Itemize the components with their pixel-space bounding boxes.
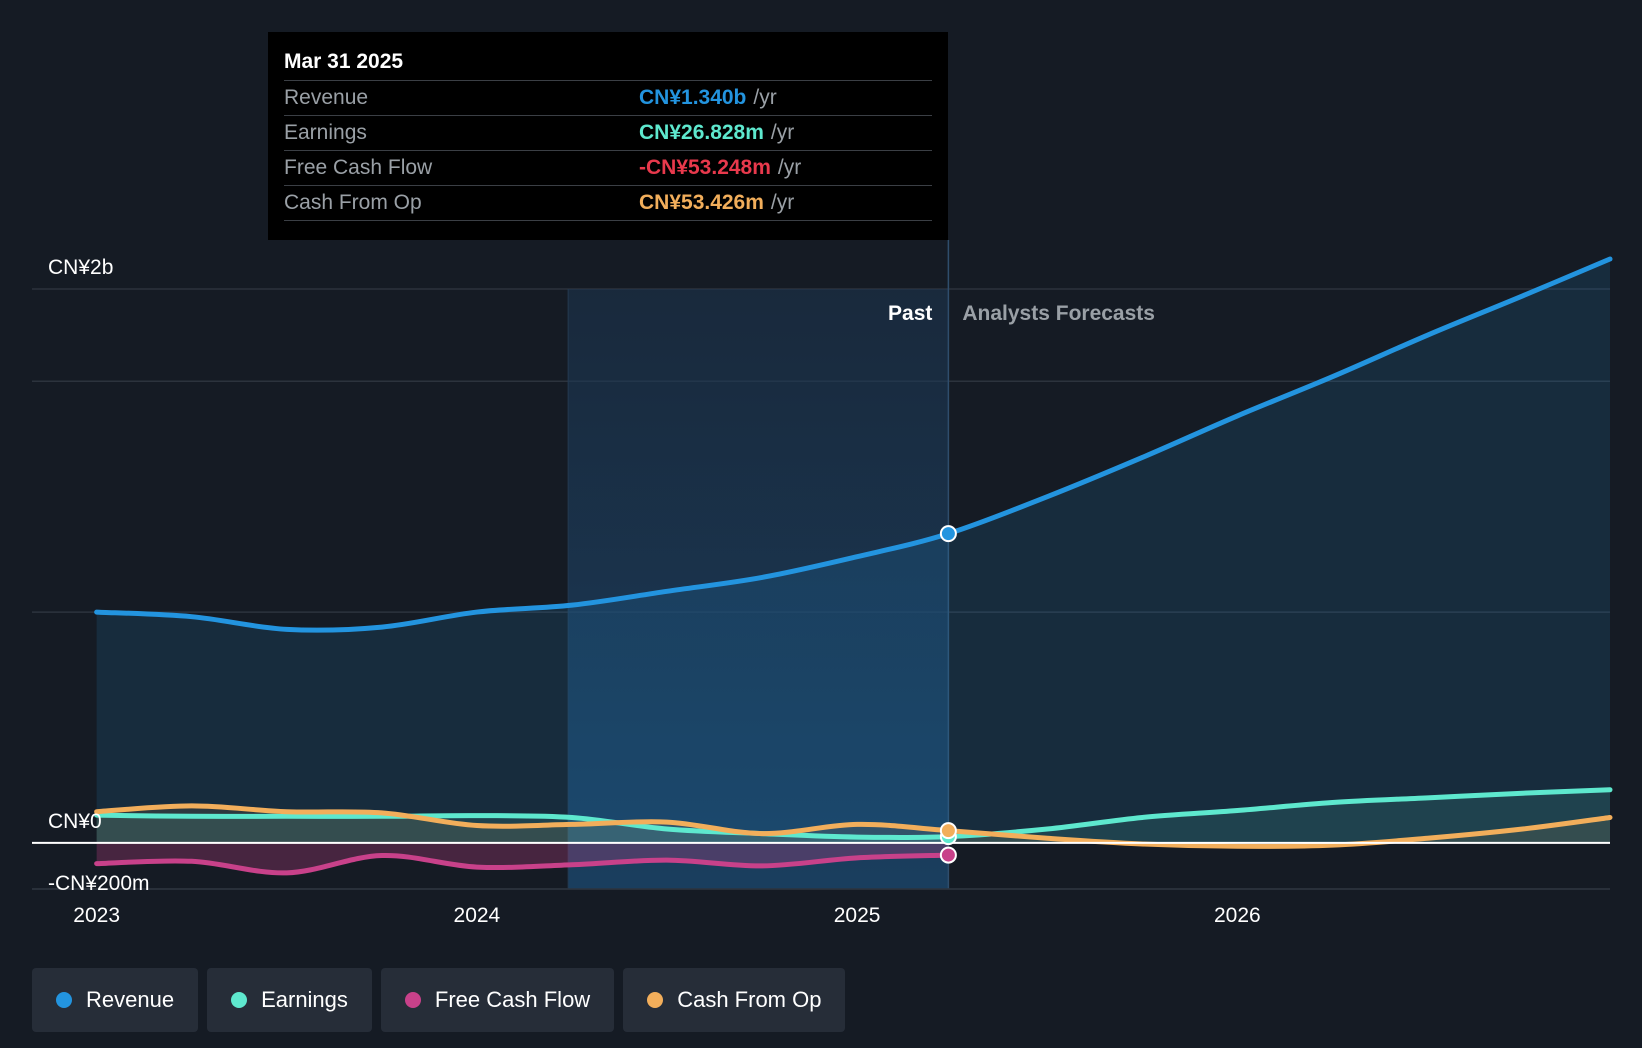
tooltip-value: -CN¥53.248m (639, 156, 771, 179)
cash-from-op-marker (939, 822, 957, 840)
legend-dot-icon (404, 992, 421, 1008)
earnings-line (94, 787, 1613, 841)
tooltip-label: Free Cash Flow (284, 156, 433, 179)
x-axis-label: 2023 (73, 904, 120, 927)
revenue-marker (939, 525, 957, 543)
legend-item-revenue[interactable]: Revenue (32, 968, 199, 1032)
legend-dot-icon (56, 992, 72, 1008)
tooltip-label: Earnings (284, 121, 367, 144)
revenue-line (94, 256, 1613, 633)
past-region (568, 289, 949, 889)
tooltip-unit: /yr (777, 156, 802, 179)
legend-item-free-cash-flow[interactable]: Free Cash Flow (380, 968, 615, 1032)
free-cash-flow-area (96, 842, 949, 873)
earnings-area (96, 789, 1610, 843)
tooltip-unit: /yr (770, 121, 795, 144)
past-region-layer (567, 240, 950, 889)
y-axis-label: -CN¥200m (48, 872, 150, 895)
marker-layer (939, 525, 957, 864)
tooltip-row-cash-from-op: Cash From Op CN¥53.426m /yr (284, 185, 932, 221)
tooltip-row-free-cash-flow: Free Cash Flow -CN¥53.248m /yr (284, 150, 932, 185)
tooltip-value: CN¥53.426m (639, 191, 764, 214)
tooltip-value: CN¥26.828m (639, 121, 764, 144)
past-label: Past (888, 302, 932, 325)
tooltip: Mar 31 2025 Revenue CN¥1.340b /yr Earnin… (268, 32, 948, 240)
free-cash-flow-marker (939, 846, 957, 864)
tooltip-date: Mar 31 2025 (284, 50, 404, 73)
axis-label-layer: CN¥2b CN¥0 -CN¥200m 2023 2024 2025 2026 Past Ana… (48, 256, 1261, 927)
x-axis-label: 2026 (1214, 904, 1261, 927)
y-axis-label: CN¥0 (48, 810, 102, 833)
tooltip-label: Cash From Op (284, 191, 422, 214)
x-axis-label: 2025 (834, 904, 881, 927)
tooltip-unit: /yr (770, 191, 795, 214)
tooltip-row-revenue: Revenue CN¥1.340b /yr (284, 80, 932, 115)
legend: Revenue Earnings Free Cash Flow Cash Fro… (32, 968, 846, 1032)
tooltip-value: CN¥1.340b (639, 86, 747, 109)
forecast-label: Analysts Forecasts (962, 302, 1155, 325)
legend-dot-icon (647, 992, 664, 1008)
legend-label: Cash From Op (677, 987, 822, 1012)
tooltip-unit: /yr (753, 86, 777, 109)
revenue-area (96, 259, 1610, 843)
free-cash-flow-line (94, 852, 951, 876)
tooltip-label: Revenue (284, 86, 369, 109)
legend-label: Revenue (86, 987, 175, 1012)
legend-label: Free Cash Flow (434, 987, 591, 1012)
y-axis-label: CN¥2b (48, 256, 113, 279)
legend-label: Earnings (261, 987, 348, 1012)
zero-line-layer (32, 841, 1610, 890)
x-axis-label: 2024 (454, 904, 501, 927)
legend-item-earnings[interactable]: Earnings (207, 968, 372, 1032)
legend-item-cash-from-op[interactable]: Cash From Op (623, 968, 846, 1032)
tooltip-row-earnings: Earnings CN¥26.828m /yr (284, 115, 932, 150)
legend-dot-icon (231, 992, 248, 1008)
